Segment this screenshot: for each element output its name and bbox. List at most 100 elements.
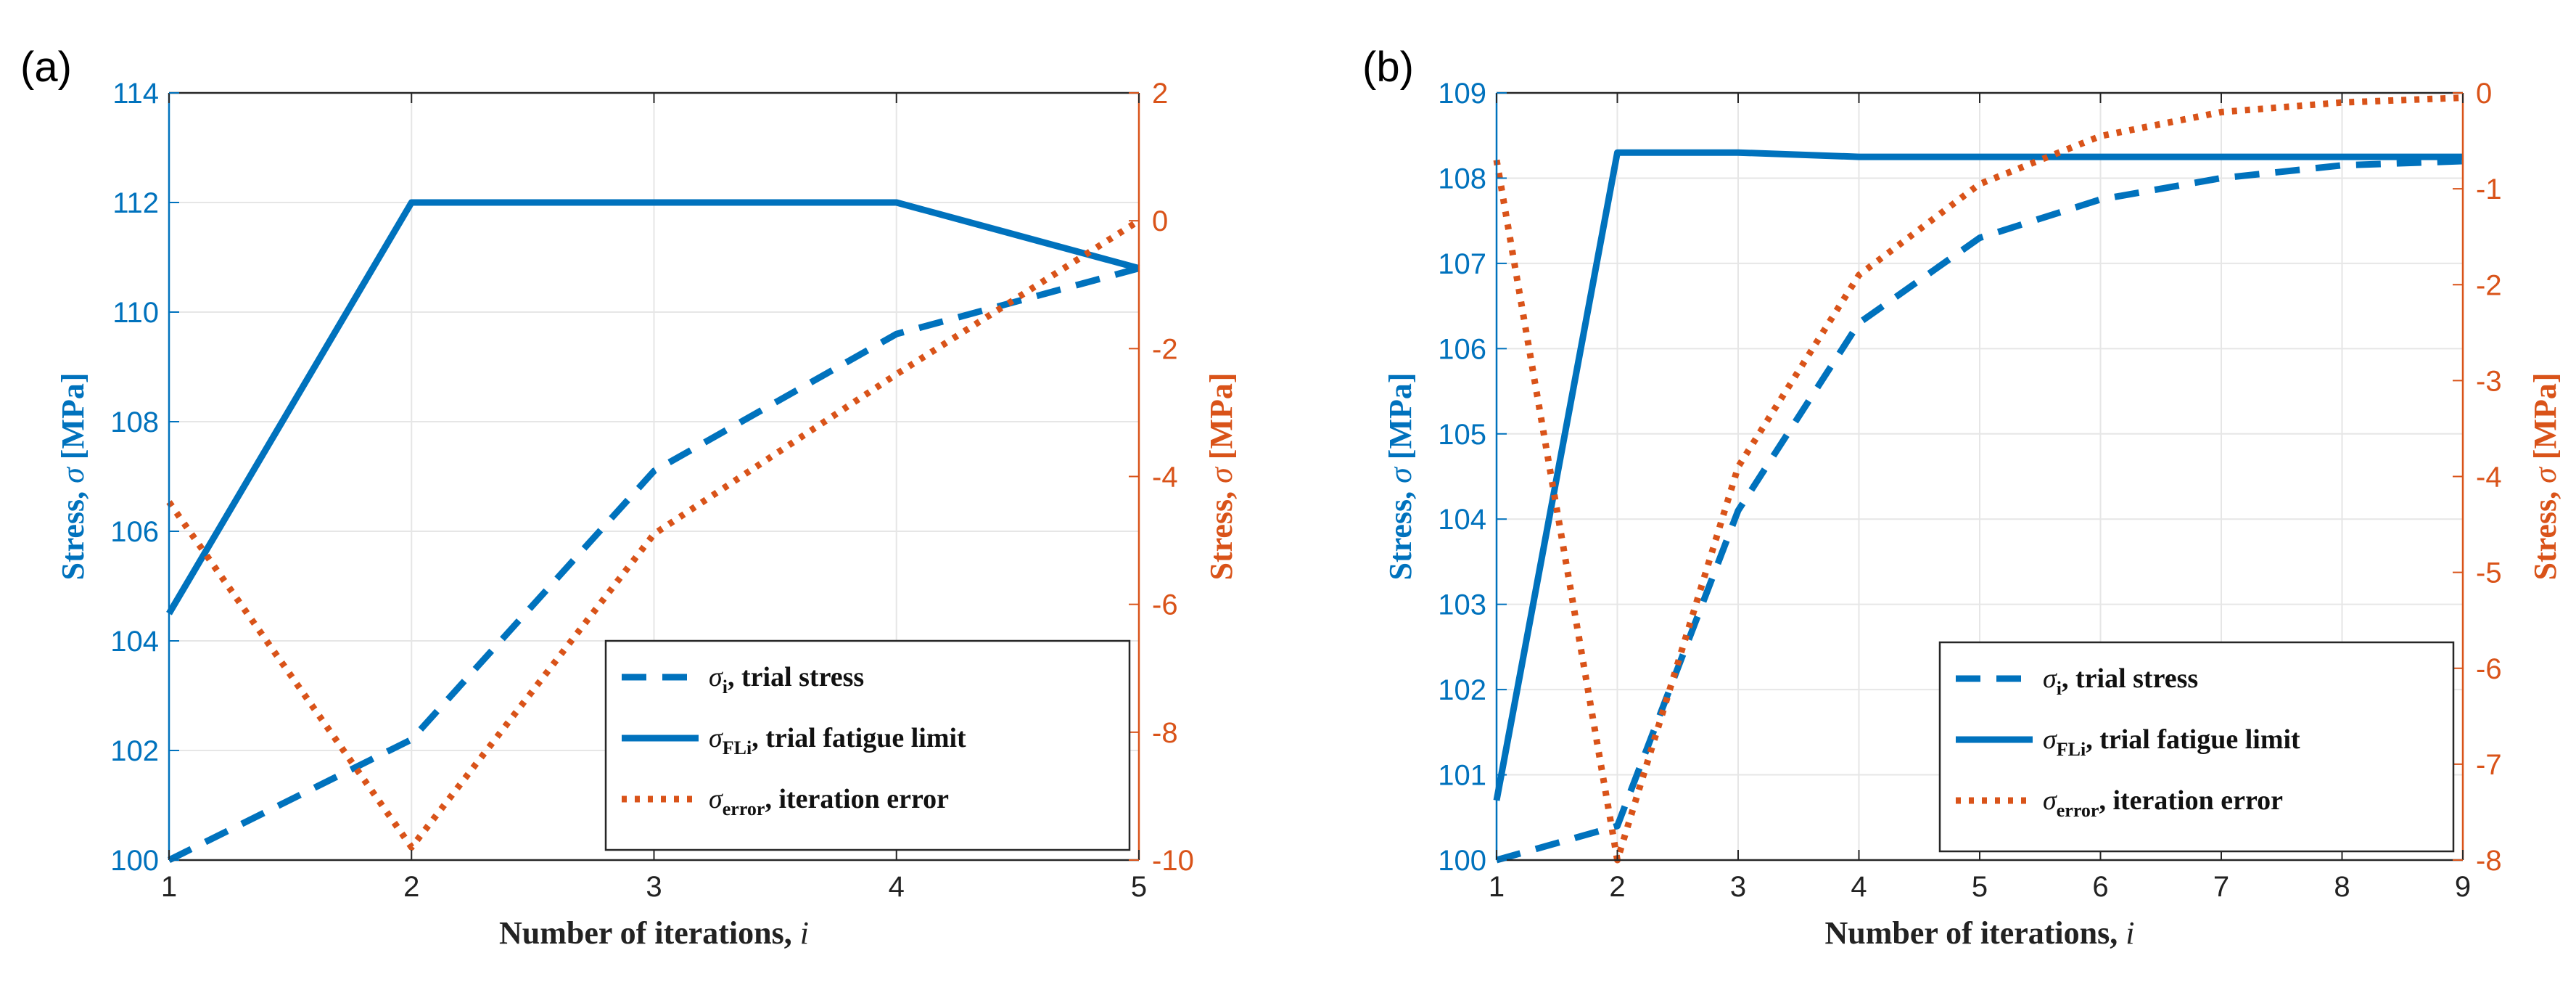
y-left-tick-label: 108 <box>1438 163 1486 195</box>
x-axis-label-symbol: i <box>800 915 809 951</box>
y-left-tick-label: 102 <box>110 735 159 767</box>
x-tick-label: 8 <box>2334 871 2350 903</box>
x-tick-label: 9 <box>2455 871 2471 903</box>
legend-symbol: σ <box>709 784 723 814</box>
series-line-trial-stress <box>1495 157 2464 864</box>
y-right-tick-label: 0 <box>2476 78 2492 110</box>
y-axis-label-right-part: Stress, <box>1203 483 1239 581</box>
y-axis-label-right: Stress, σ [MPa] <box>2527 372 2563 580</box>
x-tick-label: 2 <box>1609 871 1625 903</box>
panel-label: (a) <box>20 44 72 91</box>
legend-subscript: error <box>2057 800 2099 821</box>
legend-subscript: i <box>2057 678 2062 699</box>
y-axis-label-right-part: [MPa] <box>1203 372 1239 467</box>
y-right-tick-label: -8 <box>1152 717 1178 749</box>
x-tick-label: 5 <box>1131 871 1147 903</box>
y-left-tick-label: 101 <box>1438 760 1486 792</box>
y-left-tick-label: 110 <box>112 297 159 329</box>
panel-label: (b) <box>1362 44 1414 91</box>
x-tick-label: 1 <box>161 871 177 903</box>
y-axis-label-right-part: [MPa] <box>2527 372 2563 467</box>
y-axis-label-right-part: σ <box>1203 466 1239 483</box>
y-left-tick-label: 105 <box>1438 419 1486 451</box>
x-tick-label: 6 <box>2092 871 2108 903</box>
y-right-tick-label: -4 <box>2476 462 2502 494</box>
y-axis-label-left: Stress, σ [MPa] <box>55 372 91 580</box>
y-right-tick-label: 2 <box>1152 78 1168 110</box>
legend-box <box>604 639 1131 851</box>
legend-subscript: FLi <box>723 737 752 758</box>
y-axis-label-left: Stress, σ [MPa] <box>1383 372 1418 580</box>
legend-text: , trial fatigue limit <box>752 723 966 753</box>
y-axis-label-left-part: Stress, <box>55 483 91 581</box>
y-left-tick-label: 102 <box>1438 674 1486 706</box>
legend-box <box>1938 641 2455 853</box>
legend-symbol: σ <box>709 662 723 692</box>
y-right-tick-label: -1 <box>2476 173 2502 205</box>
y-left-tick-label: 106 <box>110 516 159 548</box>
x-tick-label: 3 <box>646 871 662 903</box>
y-left-tick-label: 106 <box>1438 333 1486 365</box>
y-axis-label-left-part: σ <box>1383 466 1418 483</box>
y-left-tick-label: 107 <box>1438 248 1486 280</box>
y-right-tick-label: -5 <box>2476 557 2502 589</box>
series-line-iteration-error <box>1493 94 2464 864</box>
x-axis-label: Number of iterations, i <box>499 915 809 951</box>
x-axis-label-text: Number of iterations, <box>499 915 800 951</box>
y-left-tick-label: 104 <box>110 626 159 658</box>
legend-symbol: σ <box>2043 724 2057 755</box>
y-right-tick-label: -7 <box>2476 749 2502 781</box>
y-right-tick-label: -10 <box>1152 845 1194 877</box>
y-axis-label-left-part: [MPa] <box>55 372 91 467</box>
x-axis-label-symbol: i <box>2126 915 2134 951</box>
x-axis-label-text: Number of iterations, <box>1825 915 2126 951</box>
y-left-tick-label: 100 <box>110 845 159 877</box>
y-left-tick-label: 103 <box>1438 589 1486 621</box>
x-tick-label: 4 <box>889 871 905 903</box>
x-axis-label: Number of iterations, i <box>1825 915 2135 951</box>
y-left-tick-label: 114 <box>112 78 159 110</box>
legend-entry-trial-fatigue-limit: σFLi, trial fatigue limit <box>709 723 966 758</box>
y-right-tick-label: -6 <box>2476 653 2502 685</box>
y-right-tick-label: -6 <box>1152 589 1178 621</box>
legend-subscript: error <box>723 798 765 819</box>
y-axis-label-right: Stress, σ [MPa] <box>1203 372 1239 580</box>
y-right-tick-label: -3 <box>2476 365 2502 397</box>
x-tick-label: 2 <box>403 871 419 903</box>
legend-entry-iteration-error: σerror, iteration error <box>709 784 949 819</box>
chart-panel-a: (a) 1 2 3 4 5 100 102 104 106 108 110 112 114 -10 -8 -6 -… <box>20 44 1239 951</box>
legend-text: , trial stress <box>728 662 864 692</box>
legend-entry-iteration-error: σerror, iteration error <box>2043 785 2283 821</box>
y-axis-label-right-part: σ <box>2527 466 2563 483</box>
legend-subscript: FLi <box>2057 739 2086 760</box>
y-left-tick-label: 112 <box>112 187 159 219</box>
legend-text: , trial stress <box>2062 663 2198 694</box>
series-line-trial-fatigue-limit <box>166 199 1140 615</box>
series-line-iteration-error <box>166 218 1141 851</box>
legend-entry-trial-stress: σi, trial stress <box>709 662 864 697</box>
y-right-tick-label: -2 <box>2476 269 2502 301</box>
legend-subscript: i <box>723 676 728 697</box>
x-tick-label: 1 <box>1489 871 1505 903</box>
y-axis-label-left-part: [MPa] <box>1383 372 1418 467</box>
series-line-trial-fatigue-limit <box>1493 149 2463 801</box>
y-left-tick-label: 100 <box>1438 845 1486 877</box>
y-left-tick-label: 108 <box>110 406 159 438</box>
y-right-tick-label: 0 <box>1152 205 1168 237</box>
legend-symbol: σ <box>709 723 723 753</box>
legend-text: , trial fatigue limit <box>2086 724 2300 755</box>
legend-text: , iteration error <box>2099 785 2283 816</box>
y-axis-label-right-part: Stress, <box>2527 483 2563 581</box>
chart-panel-b: (b) 1 2 3 4 5 6 7 8 9 100 101 102 103 104 105 106 107 108 1… <box>1362 44 2563 951</box>
legend-text: , iteration error <box>765 784 949 814</box>
y-left-tick-label: 109 <box>1438 78 1486 110</box>
x-tick-label: 4 <box>1851 871 1867 903</box>
y-axis-label-left-part: σ <box>55 466 91 483</box>
y-axis-label-left-part: Stress, <box>1383 483 1418 581</box>
x-tick-label: 3 <box>1730 871 1746 903</box>
y-right-tick-label: -2 <box>1152 333 1178 365</box>
legend-symbol: σ <box>2043 663 2057 694</box>
